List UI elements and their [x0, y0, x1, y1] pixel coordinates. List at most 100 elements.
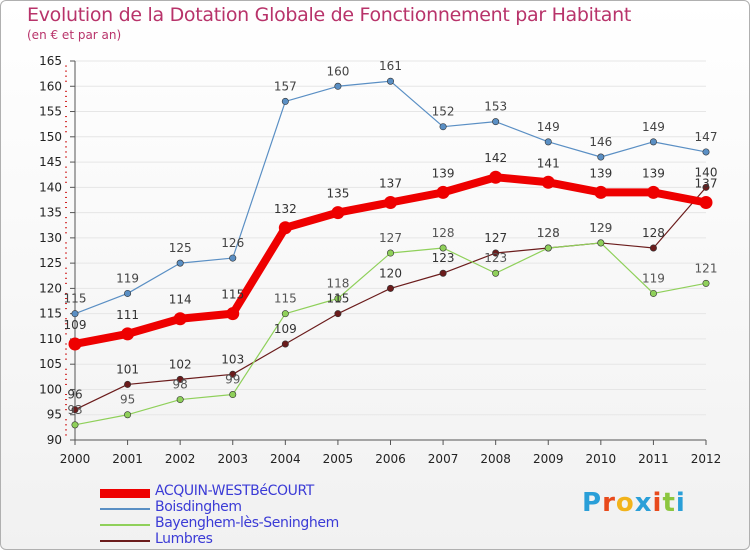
point-bayenghem	[281, 310, 289, 318]
logo-letter: r	[602, 488, 616, 518]
y-minor-tick	[65, 70, 67, 72]
data-label-boisdinghem: 149	[642, 120, 665, 134]
chart-title: Evolution de la Dotation Globale de Fonc…	[27, 4, 632, 26]
y-minor-tick	[65, 383, 67, 385]
data-label-boisdinghem: 149	[537, 120, 560, 134]
logo-letter: i	[675, 488, 686, 518]
point-boisdinghem	[229, 254, 237, 262]
point-lumbres	[124, 380, 132, 388]
data-label-bayenghem: 118	[326, 277, 349, 291]
y-minor-tick	[65, 353, 67, 355]
legend-swatch-bayenghem	[100, 524, 150, 526]
point-boisdinghem	[544, 138, 552, 146]
y-tick-label: 100	[39, 382, 62, 396]
point-bayenghem	[386, 249, 394, 257]
x-tick-label: 2004	[270, 452, 301, 466]
y-minor-tick	[65, 176, 67, 178]
data-label-lumbres: 102	[169, 357, 192, 371]
data-label-lumbres: 127	[484, 231, 507, 245]
axes: 9095100105110115120125130135140145150155…	[39, 54, 721, 466]
point-acquin	[278, 221, 292, 235]
y-minor-tick	[65, 298, 67, 300]
point-lumbres	[229, 370, 237, 378]
data-label-acquin: 135	[326, 187, 349, 201]
point-acquin	[646, 185, 660, 199]
point-lumbres	[71, 406, 79, 414]
point-lumbres	[386, 284, 394, 292]
point-boisdinghem	[281, 97, 289, 105]
data-label-bayenghem: 93	[67, 403, 82, 417]
y-minor-tick	[65, 100, 67, 102]
data-label-acquin: 137	[695, 176, 718, 190]
y-minor-tick	[65, 318, 67, 320]
y-minor-tick	[65, 156, 67, 158]
y-tick-label: 150	[39, 130, 62, 144]
point-boisdinghem	[334, 82, 342, 90]
proxiti-logo: Proxiti	[582, 488, 686, 518]
point-boisdinghem	[649, 138, 657, 146]
y-minor-tick	[65, 373, 67, 375]
y-tick-label: 120	[39, 281, 62, 295]
logo-letter: P	[582, 488, 603, 518]
y-tick-label: 160	[39, 79, 62, 93]
data-label-acquin: 139	[642, 166, 665, 180]
point-acquin	[226, 307, 240, 321]
point-acquin	[699, 195, 713, 209]
data-label-bayenghem: 128	[432, 226, 455, 240]
x-tick-label: 2009	[533, 452, 564, 466]
y-tick-label: 140	[39, 180, 62, 194]
data-label-bayenghem: 129	[589, 221, 612, 235]
y-tick-label: 95	[47, 408, 62, 422]
y-minor-tick	[65, 333, 67, 335]
point-boisdinghem	[597, 153, 605, 161]
data-label-boisdinghem: 157	[274, 79, 297, 93]
legend-label-acquin: ACQUIN-WESTBéCOURT	[155, 483, 314, 499]
y-minor-tick	[65, 131, 67, 133]
y-minor-tick	[65, 181, 67, 183]
data-label-acquin: 141	[537, 156, 560, 170]
y-minor-tick	[65, 308, 67, 310]
y-tick-label: 115	[39, 307, 62, 321]
point-bayenghem	[597, 239, 605, 247]
data-label-bayenghem: 128	[537, 226, 560, 240]
y-minor-tick	[65, 151, 67, 153]
point-bayenghem	[492, 269, 500, 277]
data-label-boisdinghem: 153	[484, 100, 507, 114]
y-minor-tick	[65, 171, 67, 173]
y-tick-label: 130	[39, 231, 62, 245]
x-tick-label: 2010	[586, 452, 617, 466]
data-label-lumbres: 115	[326, 292, 349, 306]
data-label-lumbres: 129	[589, 221, 612, 235]
y-minor-tick	[65, 323, 67, 325]
data-label-acquin: 142	[484, 151, 507, 165]
data-label-acquin: 139	[589, 166, 612, 180]
point-acquin	[489, 170, 503, 184]
data-labels: 96 101 102 103 109 115 120 123 127 128 129 128 140 93…	[64, 59, 718, 417]
y-minor-tick	[65, 141, 67, 143]
y-minor-tick	[65, 409, 67, 411]
y-minor-tick	[65, 166, 67, 168]
legend-swatch-boisdinghem	[100, 508, 150, 510]
y-minor-tick	[65, 196, 67, 198]
x-tick-label: 2007	[428, 452, 459, 466]
y-minor-tick	[65, 429, 67, 431]
y-tick-label: 110	[39, 332, 62, 346]
x-tick-label: 2012	[691, 452, 722, 466]
data-label-boisdinghem: 126	[221, 236, 244, 250]
data-label-boisdinghem: 160	[326, 64, 349, 78]
point-bayenghem	[124, 411, 132, 419]
data-label-acquin: 109	[64, 318, 87, 332]
data-label-acquin: 139	[432, 166, 455, 180]
data-label-boisdinghem: 119	[116, 271, 139, 285]
y-minor-tick	[65, 292, 67, 294]
data-label-bayenghem: 99	[225, 373, 240, 387]
point-acquin	[121, 327, 135, 341]
y-minor-tick	[65, 121, 67, 123]
point-acquin	[68, 337, 82, 351]
y-minor-tick	[65, 343, 67, 345]
point-lumbres	[492, 249, 500, 257]
y-minor-tick	[65, 394, 67, 396]
y-tick-label: 135	[39, 206, 62, 220]
point-acquin	[173, 312, 187, 326]
